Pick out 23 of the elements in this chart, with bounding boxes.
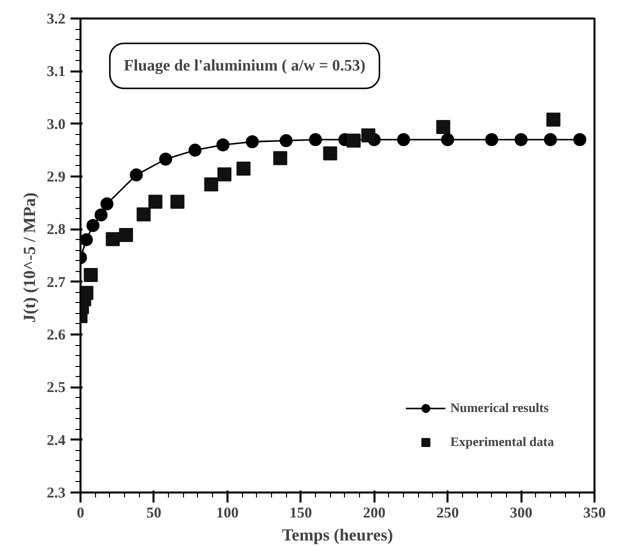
x-tick-label: 200 [362, 506, 386, 522]
x-tick-label: 150 [290, 506, 312, 522]
x-tick-label: 0 [76, 506, 84, 522]
y-tick-label: 3.1 [46, 64, 66, 80]
x-tick-label: 50 [146, 506, 162, 522]
x-axis-title: Temps (heures) [282, 526, 393, 544]
legend-label: Numerical results [450, 400, 549, 416]
y-tick-label: 2.5 [46, 380, 66, 396]
x-tick-label: 100 [216, 506, 239, 522]
y-tick-label: 2.7 [46, 274, 66, 291]
y-tick-label: 2.6 [46, 328, 66, 344]
x-tick-label: 350 [583, 506, 606, 522]
text: Fluage de l'aluminium ( a/w = 0.53) [124, 57, 366, 74]
x-tick-label: 250 [436, 506, 459, 522]
y-tick-label: 2.9 [46, 170, 66, 186]
y-tick-label: 2.8 [46, 222, 66, 238]
y-tick-label: 2.4 [46, 432, 66, 449]
x-tick-label: 300 [510, 506, 532, 522]
legend-label: Experimental data [450, 434, 554, 450]
y-tick-label: 3.2 [46, 12, 66, 28]
y-axis-title: J(t) (10^-5 / MPa) [20, 192, 39, 323]
y-tick-label: 2.3 [46, 486, 66, 502]
y-tick-label: 3.0 [46, 116, 66, 133]
